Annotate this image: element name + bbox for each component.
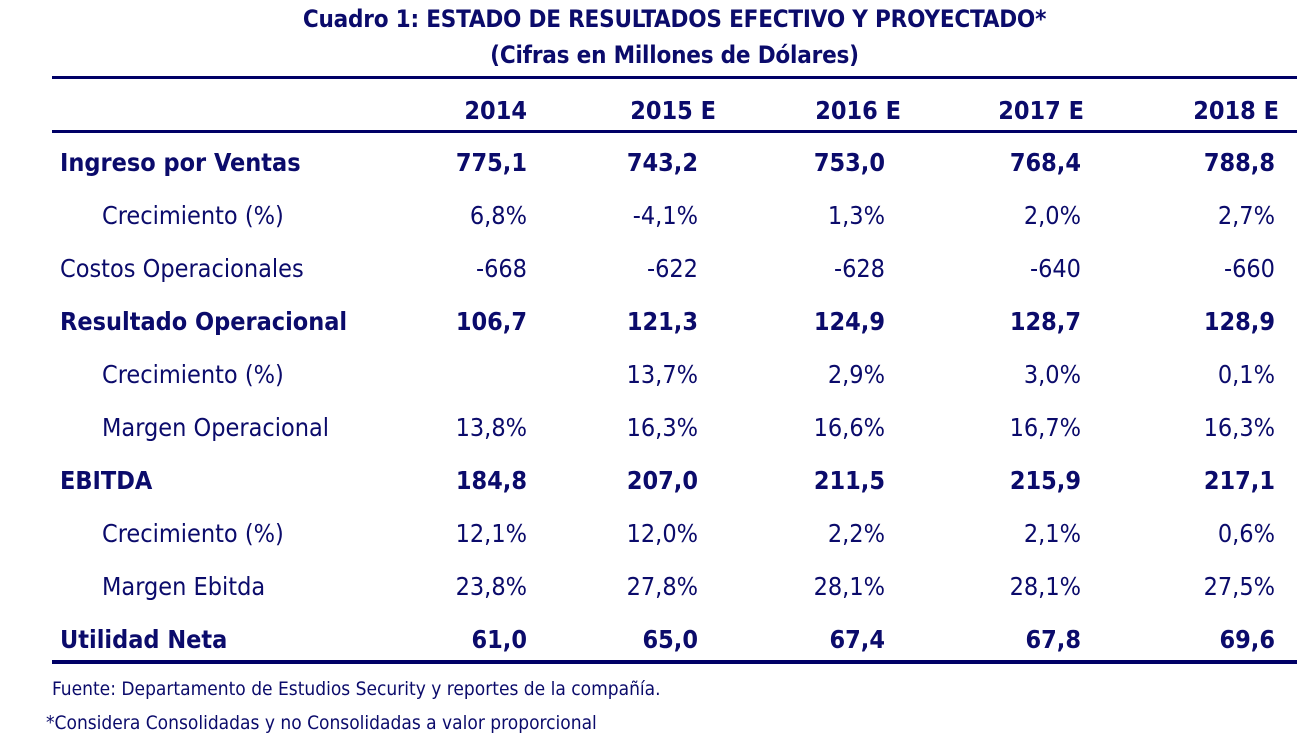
value-cell: 753,0 — [813, 148, 885, 177]
value-cell: 12,0% — [626, 519, 698, 548]
income-statement-table: 2014 2015 E 2016 E 2017 E 2018 E Ingreso… — [52, 86, 1297, 666]
value-cell: -628 — [833, 254, 885, 283]
row-label: Resultado Operacional — [60, 307, 348, 336]
value-cell: 16,3% — [626, 413, 698, 442]
table-row: Crecimiento (%) 6,8% -4,1% 1,3% 2,0% 2,7% — [52, 189, 1297, 242]
table-row: Crecimiento (%) 12,1% 12,0% 2,2% 2,1% 0,6% — [52, 507, 1297, 560]
table-row: Utilidad Neta 61,0 65,0 67,4 67,8 69,6 — [52, 613, 1297, 666]
table-row: Margen Operacional 13,8% 16,3% 16,6% 16,7% 16… — [52, 401, 1297, 454]
value-cell: 788,8 — [1203, 148, 1275, 177]
row-label: Crecimiento (%) — [102, 519, 284, 548]
value-cell: 65,0 — [642, 625, 699, 654]
value-cell: 3,0% — [1023, 360, 1081, 389]
value-cell: 12,1% — [455, 519, 527, 548]
value-cell: -640 — [1029, 254, 1081, 283]
value-cell: 211,5 — [813, 466, 885, 495]
footnote: *Considera Consolidadas y no Consolidada… — [46, 712, 597, 734]
value-cell: 128,7 — [1009, 307, 1081, 336]
value-cell: 27,8% — [626, 572, 698, 601]
value-cell: 217,1 — [1203, 466, 1275, 495]
value-cell: 0,6% — [1217, 519, 1275, 548]
value-cell: 2,7% — [1217, 201, 1275, 230]
header-rule — [52, 130, 1297, 133]
value-cell: 1,3% — [827, 201, 885, 230]
table-subtitle: (Cifras en Millones de Dólares) — [490, 41, 859, 69]
table-row: Resultado Operacional 106,7 121,3 124,9 128,… — [52, 295, 1297, 348]
value-cell: -660 — [1223, 254, 1275, 283]
value-cell: 743,2 — [626, 148, 698, 177]
row-label: Margen Ebitda — [102, 572, 266, 601]
value-cell: 128,9 — [1203, 307, 1275, 336]
row-label: Costos Operacionales — [60, 254, 304, 283]
value-cell: 16,7% — [1009, 413, 1081, 442]
value-cell: -4,1% — [632, 201, 698, 230]
value-cell: 768,4 — [1009, 148, 1081, 177]
column-header: 2016 E — [815, 95, 901, 125]
value-cell: 69,6 — [1219, 625, 1276, 654]
column-header: 2014 — [464, 95, 527, 125]
table-row: Crecimiento (%) 13,7% 2,9% 3,0% 0,1% — [52, 348, 1297, 401]
bottom-rule — [52, 660, 1297, 664]
value-cell: 124,9 — [813, 307, 885, 336]
value-cell: 106,7 — [455, 307, 527, 336]
value-cell — [382, 348, 565, 401]
value-cell: 184,8 — [455, 466, 527, 495]
value-cell: -668 — [475, 254, 527, 283]
table-title: Cuadro 1: ESTADO DE RESULTADOS EFECTIVO … — [302, 5, 1047, 33]
row-label: Utilidad Neta — [60, 625, 228, 654]
value-cell: 13,7% — [626, 360, 698, 389]
column-header: 2018 E — [1193, 95, 1279, 125]
value-cell: 2,2% — [827, 519, 885, 548]
value-cell: 775,1 — [455, 148, 527, 177]
value-cell: 67,8 — [1025, 625, 1082, 654]
row-label: Margen Operacional — [102, 413, 330, 442]
table-row: EBITDA 184,8 207,0 211,5 215,9 217,1 — [52, 454, 1297, 507]
row-label: Ingreso por Ventas — [60, 148, 301, 177]
row-label: Crecimiento (%) — [102, 360, 284, 389]
value-cell: 2,1% — [1023, 519, 1081, 548]
value-cell: 6,8% — [469, 201, 527, 230]
value-cell: 13,8% — [455, 413, 527, 442]
top-rule — [52, 76, 1297, 79]
value-cell: 2,9% — [827, 360, 885, 389]
header-label-cell — [52, 86, 382, 134]
value-cell: 28,1% — [813, 572, 885, 601]
value-cell: 0,1% — [1217, 360, 1275, 389]
column-header: 2017 E — [998, 95, 1084, 125]
table-row: Costos Operacionales -668 -622 -628 -640 -660 — [52, 242, 1297, 295]
table-row: Margen Ebitda 23,8% 27,8% 28,1% 28,1% 27,5% — [52, 560, 1297, 613]
value-cell: 23,8% — [455, 572, 527, 601]
value-cell: 215,9 — [1009, 466, 1081, 495]
value-cell: 16,3% — [1203, 413, 1275, 442]
value-cell: 27,5% — [1203, 572, 1275, 601]
table-row: Ingreso por Ventas 775,1 743,2 753,0 768,4 78… — [52, 134, 1297, 189]
value-cell: -622 — [646, 254, 698, 283]
value-cell: 121,3 — [626, 307, 698, 336]
source-note: Fuente: Departamento de Estudios Securit… — [52, 678, 661, 700]
value-cell: 61,0 — [471, 625, 528, 654]
column-header: 2015 E — [630, 95, 716, 125]
value-cell: 16,6% — [813, 413, 885, 442]
row-label: EBITDA — [60, 466, 153, 495]
value-cell: 67,4 — [829, 625, 886, 654]
header-row: 2014 2015 E 2016 E 2017 E 2018 E — [52, 86, 1297, 134]
value-cell: 2,0% — [1023, 201, 1081, 230]
row-label: Crecimiento (%) — [102, 201, 284, 230]
value-cell: 207,0 — [626, 466, 698, 495]
value-cell: 28,1% — [1009, 572, 1081, 601]
